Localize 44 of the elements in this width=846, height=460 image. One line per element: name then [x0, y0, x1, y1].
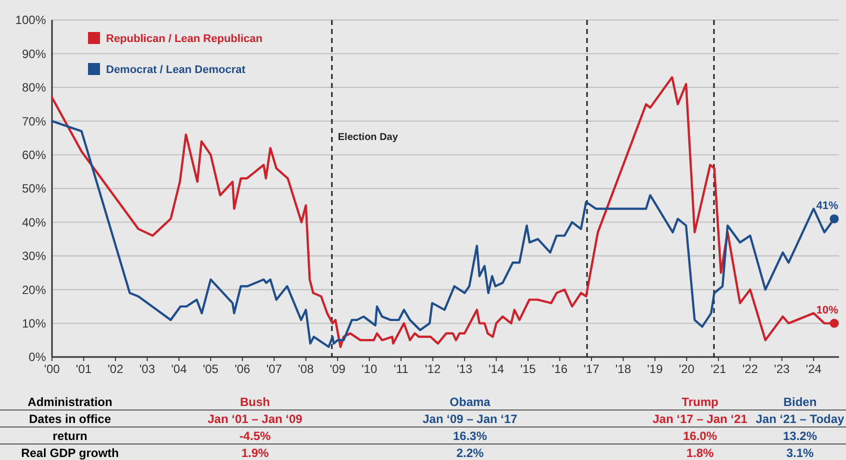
- x-tick-label: '04: [171, 362, 188, 376]
- x-tick-label: '11: [394, 362, 409, 376]
- x-tick-label: '09: [330, 362, 346, 376]
- y-tick-label: 70%: [22, 114, 46, 128]
- legend-label: Democrat / Lean Democrat: [106, 64, 246, 76]
- y-tick-label: 80%: [22, 80, 46, 95]
- ref-line-label: Election Day: [338, 132, 398, 143]
- x-tick-label: '15: [520, 362, 536, 376]
- x-tick-label: '19: [647, 362, 664, 376]
- legend-label: Republican / Lean Republican: [106, 32, 263, 45]
- x-tick-label: '17: [584, 362, 600, 376]
- x-tick-label: '03: [139, 362, 156, 376]
- x-tick-label: '24: [806, 362, 822, 376]
- y-tick-label: 40%: [22, 215, 46, 230]
- y-tick-label: 90%: [22, 46, 46, 61]
- y-tick-label: 30%: [22, 249, 46, 264]
- x-tick-label: '00: [44, 362, 60, 376]
- end-label: 10%: [816, 304, 839, 328]
- annotation: 10%: [816, 304, 838, 316]
- x-tick-label: '16: [552, 362, 568, 376]
- x-tick-label: '07: [266, 362, 282, 376]
- x-tick-label: '10: [362, 362, 378, 376]
- end-label: 41%: [816, 200, 839, 224]
- x-tick-label: '12: [424, 362, 441, 376]
- x-tick-label: '20: [678, 362, 695, 376]
- x-tick-label: '08: [298, 362, 314, 376]
- y-tick-label: 20%: [22, 282, 46, 297]
- x-tick-label: '13: [456, 362, 473, 376]
- y-tick-label: 100%: [15, 13, 46, 28]
- x-tick-label: '14: [488, 362, 504, 376]
- x-tick-label: '01: [76, 362, 92, 376]
- y-tick-label: 50%: [22, 182, 46, 196]
- y-tick-label: 0%: [28, 350, 46, 364]
- table: Administration Bush Obama Trump Biden Dates in office Jan ‘01 – Jan ‘09 Jan ‘09 – Jan ‘17 Jan ‘17 – Jan ‘21 Jan ‘21 – Today return -4.5% 16.3% 16.0% 13.2% Real GDP growth 1.9% 2.2% 1.8% 3.1%: [0, 395, 846, 460]
- x-tick-label: '18: [615, 362, 632, 376]
- x-tick-label: '23: [774, 362, 790, 376]
- x-tick-label: '02: [108, 362, 124, 376]
- annotation: 41%: [816, 200, 838, 212]
- x-tick-label: '22: [742, 362, 758, 376]
- x-tick-label: '21: [710, 362, 727, 376]
- x-tick-label: '05: [202, 362, 219, 376]
- x-tick-label: '06: [234, 362, 251, 376]
- y-tick-label: 10%: [22, 316, 46, 330]
- y-tick-label: 60%: [22, 148, 46, 162]
